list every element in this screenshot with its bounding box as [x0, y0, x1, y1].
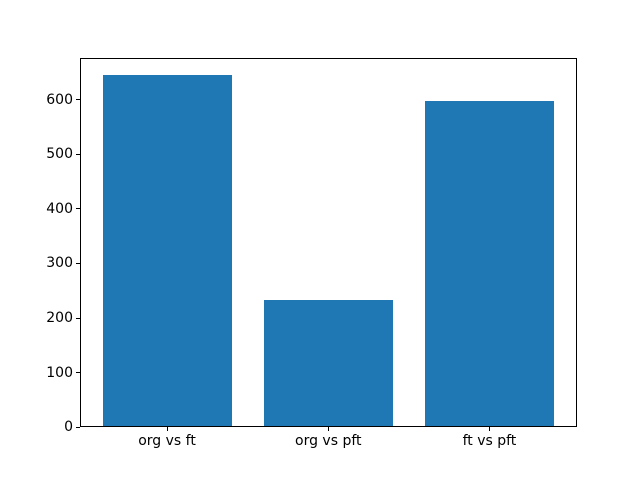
- x-tick-mark-org-vs-ft: [166, 427, 168, 432]
- bar-org-vs-ft: [102, 75, 232, 428]
- x-tick-mark-ft-vs-pft: [488, 427, 490, 432]
- y-tick-mark-600: [76, 99, 80, 101]
- x-tick-mark-org-vs-pft: [327, 427, 329, 432]
- y-tick-mark-100: [76, 372, 80, 374]
- x-tick-label-org-vs-pft: org vs pft: [295, 433, 362, 450]
- bar-ft-vs-pft: [424, 101, 554, 428]
- y-tick-label-100: 100: [46, 364, 73, 381]
- y-tick-mark-400: [76, 208, 80, 210]
- y-tick-label-400: 400: [46, 200, 73, 217]
- bar-org-vs-pft: [263, 299, 393, 428]
- y-tick-mark-0: [76, 426, 80, 428]
- y-tick-label-500: 500: [46, 146, 73, 163]
- y-tick-label-600: 600: [46, 91, 73, 108]
- y-tick-label-0: 0: [64, 419, 73, 436]
- y-tick-mark-500: [76, 153, 80, 155]
- x-tick-label-org-vs-ft: org vs ft: [138, 433, 196, 450]
- x-tick-label-ft-vs-pft: ft vs pft: [462, 433, 517, 450]
- y-tick-label-200: 200: [46, 310, 73, 326]
- y-tick-label-300: 300: [46, 255, 73, 272]
- y-tick-mark-200: [76, 317, 80, 319]
- y-tick-mark-300: [76, 262, 80, 264]
